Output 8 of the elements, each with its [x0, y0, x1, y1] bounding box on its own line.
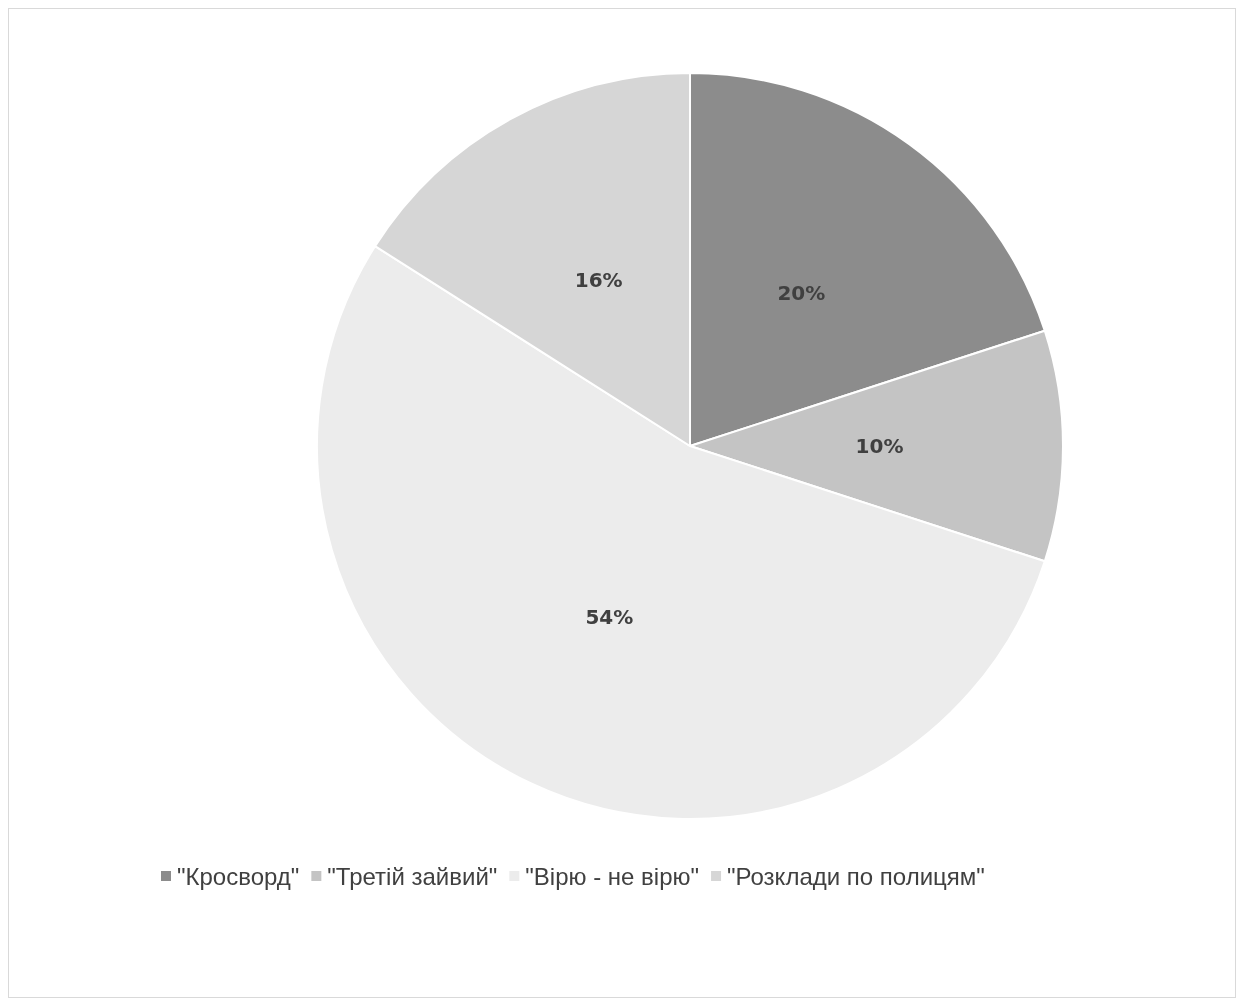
data-label: 10% — [855, 434, 904, 458]
legend-label: "Розклади по полицям" — [727, 862, 985, 890]
data-label: 16% — [574, 267, 623, 292]
data-label: 20% — [777, 280, 826, 305]
legend-label: "Вірю - не вірю" — [525, 862, 700, 890]
legend-label: "Кросворд" — [177, 862, 300, 890]
legend-label: "Третій зайвий" — [327, 862, 498, 890]
data-label: 54% — [585, 605, 634, 630]
